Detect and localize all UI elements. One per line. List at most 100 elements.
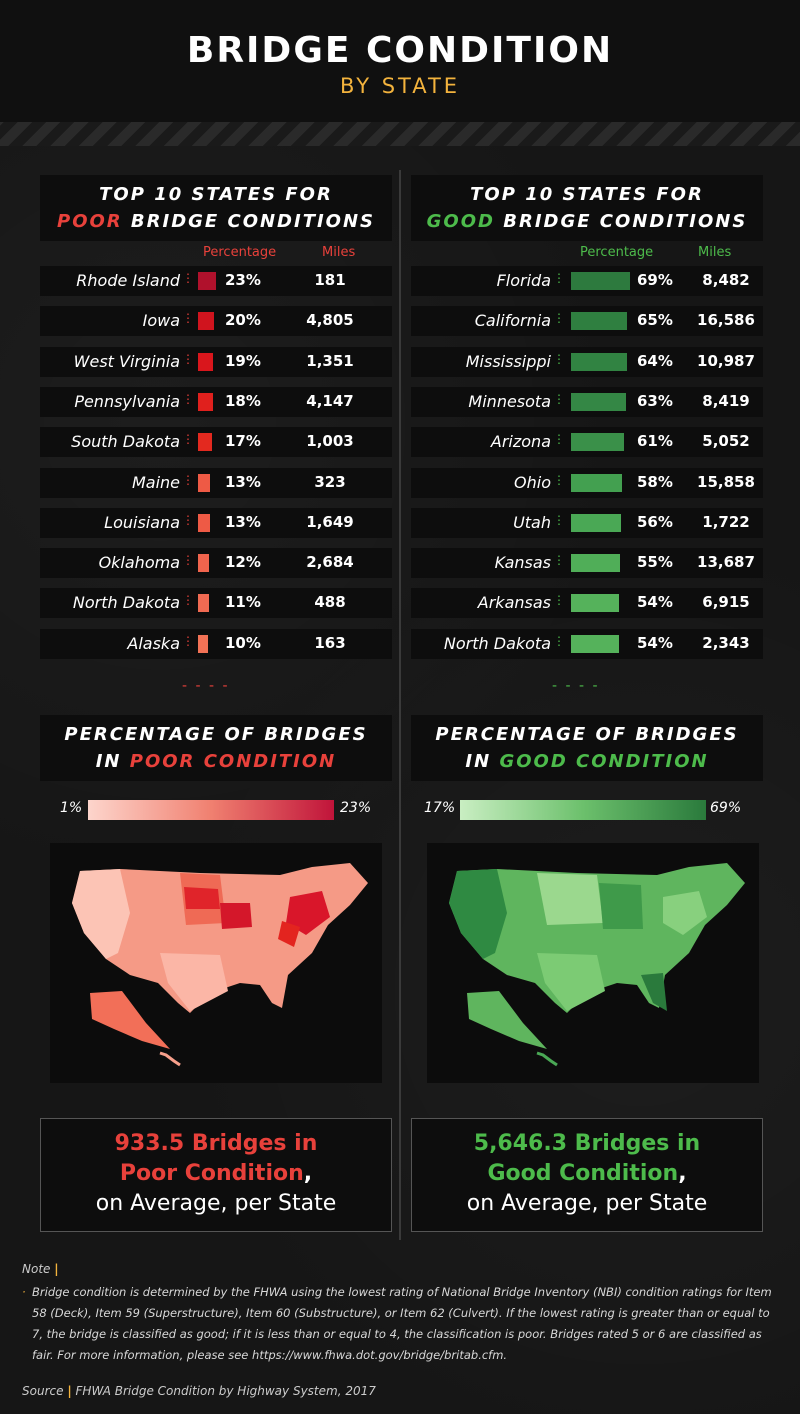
poor-legend-min: 1%	[60, 800, 83, 816]
good-map-south	[537, 953, 605, 1011]
poor-heading-line2: POOR BRIDGE CONDITIONS	[40, 208, 392, 235]
poor-miles-label: 181	[314, 271, 346, 289]
good-legend-max: 69%	[710, 800, 742, 816]
good-heading-line1: TOP 10 STATES FOR	[470, 184, 704, 205]
good-miles-label: 2,343	[702, 633, 750, 652]
good-state-label: Utah	[513, 512, 551, 532]
poor-table-heading: TOP 10 STATES FOR POOR BRIDGE CONDITIONS	[40, 175, 392, 241]
good-map-heading: PERCENTAGE OF BRIDGES IN GOOD CONDITION	[411, 715, 763, 781]
poor-row: Maine ⋮ 13% 323	[40, 467, 392, 498]
good-pct-label: 54%	[637, 593, 673, 612]
good-map-alaska	[467, 991, 547, 1049]
poor-tick-icon: ⋮	[182, 351, 194, 366]
good-heading-line2: GOOD BRIDGE CONDITIONS	[411, 208, 763, 235]
poor-legend-max: 23%	[340, 800, 372, 816]
page-title: BRIDGE CONDITION	[186, 30, 614, 71]
good-stat-comma: ,	[678, 1161, 687, 1186]
good-row: Kansas ⋮ 55% 13,687	[411, 548, 763, 579]
good-col-miles: Miles	[698, 245, 732, 260]
good-stat-line1: 5,646.3 Bridges in	[473, 1131, 701, 1156]
good-stat-line2: Good Condition	[487, 1161, 679, 1186]
poor-pct-label: 23%	[225, 271, 261, 289]
good-tick-icon: ⋮	[553, 391, 565, 406]
poor-map-heading-line1: PERCENTAGE OF BRIDGES	[64, 724, 368, 745]
good-pct-label: 54%	[637, 633, 673, 652]
good-stat-line3: on Average, per State	[466, 1191, 708, 1216]
good-tick-icon: ⋮	[553, 633, 565, 648]
good-map-florida	[641, 973, 667, 1011]
poor-state-label: Pennsylvania	[74, 391, 180, 411]
good-map-plains	[537, 873, 603, 925]
poor-miles-label: 4,805	[306, 311, 354, 330]
poor-tick-icon: ⋮	[182, 593, 194, 608]
poor-stat-box: 933.5 Bridges in Poor Condition, on Aver…	[40, 1118, 392, 1232]
poor-bar	[198, 433, 213, 452]
good-bar	[571, 634, 619, 653]
good-bar	[571, 352, 627, 371]
good-legend-min: 17%	[424, 800, 456, 816]
poor-pct-label: 10%	[225, 633, 261, 652]
poor-tick-icon: ⋮	[182, 472, 194, 487]
good-tick-icon: ⋮	[553, 311, 565, 326]
good-pct-label: 69%	[637, 271, 673, 289]
poor-bar	[198, 513, 210, 532]
good-tick-icon: ⋮	[553, 472, 565, 487]
poor-state-label: Alaska	[127, 633, 180, 653]
good-map-heading-line2: IN GOOD CONDITION	[411, 748, 763, 775]
poor-row: Pennsylvania ⋮ 18% 4,147	[40, 386, 392, 417]
poor-map-west	[72, 869, 130, 959]
good-heading-accent: GOOD	[426, 211, 495, 232]
poor-map-heading: PERCENTAGE OF BRIDGES IN POOR CONDITION	[40, 715, 392, 781]
good-row: Mississippi ⋮ 64% 10,987	[411, 346, 763, 377]
good-row: Ohio ⋮ 58% 15,858	[411, 467, 763, 498]
poor-miles-label: 4,147	[306, 391, 354, 410]
good-bar	[571, 392, 626, 411]
poor-tick-icon: ⋮	[182, 391, 194, 406]
poor-bar	[198, 634, 208, 653]
good-state-label: Arizona	[490, 432, 551, 452]
poor-map-heading-accent: POOR CONDITION	[129, 751, 337, 772]
poor-map-east	[286, 891, 330, 935]
poor-row: North Dakota ⋮ 11% 488	[40, 588, 392, 619]
good-state-label: Arkansas	[477, 593, 551, 613]
good-state-label: Mississippi	[465, 351, 551, 371]
source-text: FHWA Bridge Condition by Highway System,…	[75, 1384, 376, 1398]
good-table-heading: TOP 10 STATES FOR GOOD BRIDGE CONDITIONS	[411, 175, 763, 241]
good-state-label: California	[474, 311, 551, 331]
poor-column: TOP 10 STATES FOR POOR BRIDGE CONDITIONS…	[40, 175, 392, 1232]
poor-pct-label: 18%	[225, 391, 261, 410]
good-bar	[571, 433, 625, 452]
good-bar	[571, 594, 619, 613]
good-tick-icon: ⋮	[553, 593, 565, 608]
poor-miles-label: 1,649	[306, 512, 354, 531]
poor-tick-icon: ⋮	[182, 432, 194, 447]
note-bullet: ·	[22, 1285, 26, 1299]
poor-stat-comma: ,	[303, 1161, 313, 1186]
poor-tick-icon: ⋮	[182, 553, 194, 568]
good-map-heading-line1: PERCENTAGE OF BRIDGES	[435, 724, 739, 745]
note-heading: Note |	[22, 1262, 782, 1276]
poor-map-hawaii	[159, 1051, 181, 1067]
poor-map-sd	[184, 887, 220, 909]
good-map-midwest	[599, 883, 643, 929]
poor-us-map	[50, 843, 382, 1083]
good-state-label: North Dakota	[443, 633, 551, 653]
poor-stat-line3: on Average, per State	[95, 1191, 337, 1216]
poor-stat-line1: 933.5 Bridges in	[114, 1131, 318, 1156]
good-tick-icon: ⋮	[553, 271, 565, 285]
poor-miles-label: 323	[314, 472, 346, 491]
good-pct-label: 65%	[637, 311, 673, 330]
good-col-percentage: Percentage	[580, 245, 654, 260]
good-map-east	[663, 891, 707, 935]
poor-state-label: Oklahoma	[98, 553, 180, 573]
poor-map-alaska	[90, 991, 170, 1049]
good-row: Arizona ⋮ 61% 5,052	[411, 427, 763, 458]
poor-tick-icon: ⋮	[182, 271, 194, 285]
good-tick-icon: ⋮	[553, 432, 565, 447]
good-miles-label: 6,915	[702, 593, 750, 612]
column-divider	[399, 170, 401, 1240]
poor-state-label: West Virginia	[73, 351, 180, 371]
good-pct-label: 55%	[637, 553, 673, 572]
poor-row: Oklahoma ⋮ 12% 2,684	[40, 548, 392, 579]
poor-map-svg	[72, 863, 368, 1067]
